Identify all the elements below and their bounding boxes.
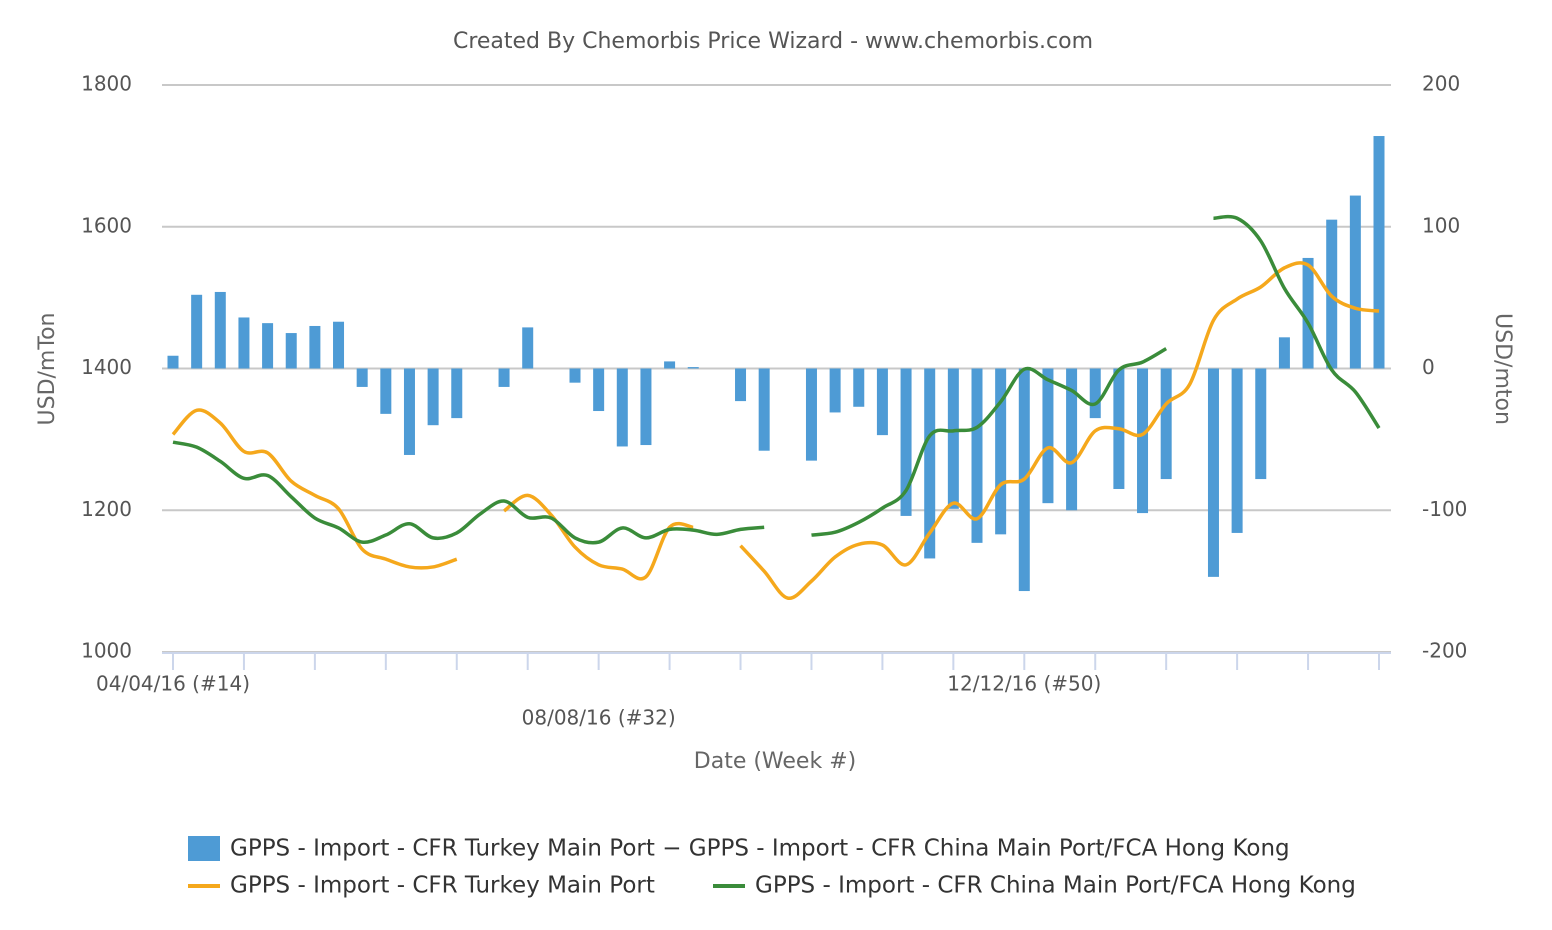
bar xyxy=(569,368,581,383)
bar xyxy=(971,368,983,543)
line xyxy=(739,261,1380,600)
line xyxy=(502,493,694,581)
legend-swatch xyxy=(188,836,220,861)
y2-axis-label: USD/mton xyxy=(1490,313,1515,425)
y-tick-label: 1600 xyxy=(81,213,132,237)
bar xyxy=(1160,368,1172,480)
y2-tick-label: 200 xyxy=(1422,72,1460,96)
bar xyxy=(758,368,770,451)
bar xyxy=(805,368,817,461)
bar xyxy=(238,317,250,369)
bar xyxy=(356,368,368,387)
bar xyxy=(664,361,676,369)
bar xyxy=(522,327,534,369)
bar xyxy=(947,368,959,509)
legend-label: GPPS - Import - CFR Turkey Main Port − G… xyxy=(230,836,1290,862)
line xyxy=(811,347,1168,537)
x-axis-label: Date (Week #) xyxy=(694,749,856,774)
bar xyxy=(593,368,605,412)
bar xyxy=(262,323,274,369)
bar xyxy=(853,368,865,407)
line xyxy=(171,408,458,570)
x-tick-label: 04/04/16 (#14) xyxy=(96,672,250,696)
bar xyxy=(1278,337,1290,369)
bar xyxy=(285,333,297,369)
bar xyxy=(640,368,652,446)
bar xyxy=(924,368,936,559)
bar xyxy=(1089,368,1101,419)
y-tick-label: 1000 xyxy=(81,639,132,663)
y-tick-label: 1200 xyxy=(81,497,132,521)
bar xyxy=(427,368,439,426)
bar xyxy=(616,368,628,447)
bar xyxy=(900,368,912,516)
bar xyxy=(735,368,747,402)
bar xyxy=(829,368,841,413)
bar xyxy=(309,325,321,369)
bar xyxy=(1137,368,1149,514)
line xyxy=(172,440,765,545)
bar xyxy=(1066,368,1078,511)
x-tick-label: 12/12/16 (#50) xyxy=(947,672,1101,696)
y2-tick-label: 0 xyxy=(1422,355,1435,379)
bar xyxy=(1255,368,1267,480)
line xyxy=(1213,214,1381,429)
bar xyxy=(498,368,510,387)
chart-title: Created By Chemorbis Price Wizard - www.… xyxy=(453,29,1093,54)
bar xyxy=(380,368,392,414)
legend-label: GPPS - Import - CFR China Main Port/FCA … xyxy=(755,873,1356,899)
y2-tick-label: -100 xyxy=(1422,497,1467,521)
x-tick-label: 08/08/16 (#32) xyxy=(522,706,676,730)
bar xyxy=(876,368,888,436)
y2-tick-label: -200 xyxy=(1422,639,1467,663)
bar xyxy=(1231,368,1243,533)
y-tick-label: 1800 xyxy=(81,72,132,96)
bar xyxy=(1207,368,1219,577)
bar xyxy=(333,321,345,369)
bar xyxy=(403,368,415,455)
bar xyxy=(214,291,226,369)
y-tick-label: 1400 xyxy=(81,355,132,379)
bar xyxy=(1042,368,1054,504)
bar xyxy=(1373,136,1385,369)
legend-label: GPPS - Import - CFR Turkey Main Port xyxy=(230,873,655,899)
y2-tick-label: 100 xyxy=(1422,213,1460,237)
y-axis-label: USD/mTon xyxy=(35,313,60,426)
bar xyxy=(191,294,203,369)
bar xyxy=(1349,195,1361,369)
bar xyxy=(451,368,463,419)
bar xyxy=(167,355,179,369)
bar xyxy=(687,367,699,369)
bar xyxy=(1302,257,1314,369)
bar xyxy=(995,368,1007,535)
